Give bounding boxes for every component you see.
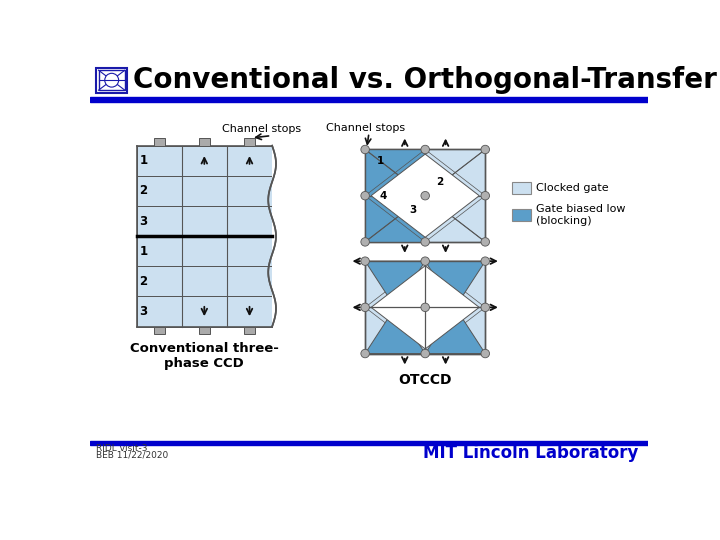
Text: MIT Lincoln Laboratory: MIT Lincoln Laboratory — [423, 444, 639, 462]
Circle shape — [361, 257, 369, 265]
Circle shape — [361, 303, 369, 312]
Text: 1: 1 — [140, 154, 148, 167]
Text: Clocked gate: Clocked gate — [536, 183, 608, 193]
Bar — [137, 236, 181, 266]
Bar — [181, 206, 227, 236]
Bar — [99, 70, 125, 90]
Polygon shape — [426, 307, 485, 354]
Text: 1: 1 — [140, 245, 148, 258]
Circle shape — [421, 145, 429, 154]
Text: OTCCD: OTCCD — [398, 374, 452, 388]
Text: 2: 2 — [140, 184, 148, 198]
Bar — [90, 97, 648, 102]
Text: 3: 3 — [140, 305, 148, 318]
Text: 3: 3 — [140, 214, 148, 227]
Polygon shape — [365, 150, 426, 242]
Bar — [244, 138, 255, 146]
Polygon shape — [365, 307, 426, 354]
Text: 2: 2 — [436, 177, 444, 187]
Text: BEB 11/22/2020: BEB 11/22/2020 — [96, 451, 168, 460]
Bar — [181, 146, 227, 176]
Polygon shape — [371, 266, 480, 349]
Bar — [137, 206, 181, 236]
Bar — [181, 296, 227, 327]
Circle shape — [361, 238, 369, 246]
Bar — [137, 296, 181, 327]
Bar — [513, 182, 531, 194]
Text: 3: 3 — [410, 205, 417, 214]
Circle shape — [421, 257, 429, 265]
Bar — [137, 266, 181, 296]
Bar — [137, 176, 181, 206]
Bar — [365, 261, 485, 354]
Text: 2: 2 — [140, 275, 148, 288]
Circle shape — [481, 257, 490, 265]
Text: Gate biased low
(blocking): Gate biased low (blocking) — [536, 204, 625, 226]
Bar — [365, 150, 485, 242]
Circle shape — [421, 349, 429, 358]
Bar — [199, 138, 210, 146]
Bar — [227, 206, 272, 236]
Text: 4: 4 — [379, 191, 387, 201]
Bar — [227, 266, 272, 296]
Text: 1: 1 — [377, 156, 384, 166]
Bar — [153, 327, 165, 334]
Bar — [137, 146, 181, 176]
Bar — [244, 327, 255, 334]
Bar — [181, 266, 227, 296]
Bar — [199, 327, 210, 334]
Text: Channel stops: Channel stops — [326, 123, 405, 133]
Circle shape — [481, 349, 490, 358]
Bar — [227, 176, 272, 206]
Circle shape — [421, 303, 429, 312]
Bar — [153, 138, 165, 146]
Text: Conventional three-
phase CCD: Conventional three- phase CCD — [130, 342, 279, 370]
Bar — [365, 261, 485, 354]
Bar — [227, 236, 272, 266]
Bar — [365, 150, 485, 242]
Circle shape — [361, 145, 369, 154]
Bar — [272, 146, 287, 327]
Circle shape — [421, 238, 429, 246]
Text: Channel stops: Channel stops — [222, 125, 302, 134]
Circle shape — [481, 145, 490, 154]
Bar — [227, 146, 272, 176]
Circle shape — [104, 73, 119, 87]
Circle shape — [421, 192, 429, 200]
Bar — [90, 441, 648, 445]
Bar — [513, 209, 531, 221]
Bar — [227, 296, 272, 327]
Circle shape — [481, 303, 490, 312]
Circle shape — [481, 192, 490, 200]
Polygon shape — [426, 261, 485, 307]
Polygon shape — [365, 261, 426, 307]
Polygon shape — [371, 154, 480, 237]
Bar — [96, 68, 127, 92]
Circle shape — [481, 238, 490, 246]
Text: Conventional vs. Orthogonal-Transfer CCDs: Conventional vs. Orthogonal-Transfer CCD… — [133, 66, 720, 94]
Text: RIDL visit-3: RIDL visit-3 — [96, 444, 148, 453]
Bar — [181, 176, 227, 206]
Bar — [181, 236, 227, 266]
Circle shape — [361, 349, 369, 358]
Circle shape — [361, 192, 369, 200]
